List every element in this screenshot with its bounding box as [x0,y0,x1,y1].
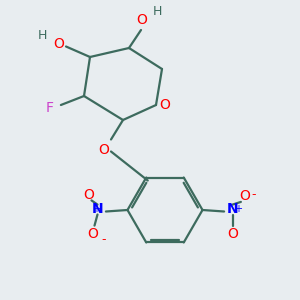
Text: N: N [92,202,103,216]
Text: -: - [101,233,106,246]
Text: -: - [252,188,256,201]
Text: N: N [227,202,238,216]
Text: +: + [234,204,242,214]
Text: +: + [92,204,100,214]
Text: F: F [46,101,53,115]
Text: H: H [38,28,48,42]
Text: H: H [153,4,162,18]
Text: O: O [227,227,238,241]
Text: O: O [54,37,64,50]
Text: O: O [159,98,170,112]
Text: O: O [136,13,147,26]
Text: O: O [83,188,94,202]
Text: O: O [98,143,109,157]
Text: O: O [239,190,250,203]
Text: O: O [88,227,98,241]
